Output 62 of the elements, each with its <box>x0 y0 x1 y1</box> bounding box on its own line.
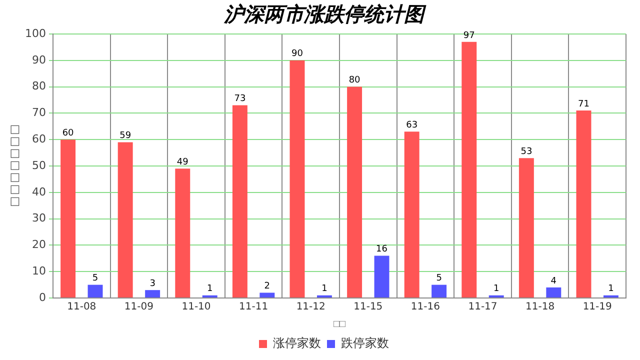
data-label: 80 <box>348 76 361 86</box>
legend-label: 跌停家数 <box>341 336 389 350</box>
bar <box>432 284 447 298</box>
y-tick-label: 70 <box>32 106 46 120</box>
y-tick-label: 90 <box>32 53 46 66</box>
data-label: 5 <box>92 274 98 284</box>
data-label: 1 <box>493 284 500 294</box>
bar <box>175 168 190 298</box>
y-tick-label: 40 <box>32 185 46 198</box>
y-tick-label: 60 <box>32 132 46 146</box>
x-tick-label: 11-11 <box>239 302 268 313</box>
chart-title: 沪深两市涨跌停统计图 <box>223 2 427 26</box>
x-tick-label: 11-12 <box>296 302 326 313</box>
data-label: 4 <box>550 276 557 286</box>
legend-label: 涨停家数 <box>273 336 321 350</box>
x-axis-title: □□ <box>333 318 346 330</box>
data-label: 1 <box>206 284 213 294</box>
x-tick-label: 11-18 <box>526 302 555 313</box>
y-tick-label: 50 <box>32 158 46 172</box>
data-label: 53 <box>520 146 532 157</box>
y-axis-title: □□□□□□□ <box>10 122 20 208</box>
bar <box>404 132 420 298</box>
y-tick-label: 80 <box>32 80 46 93</box>
bar <box>145 290 160 298</box>
y-tick-label: 30 <box>32 212 46 225</box>
bar <box>290 60 305 298</box>
bar <box>60 140 76 298</box>
data-label: 97 <box>463 30 475 41</box>
x-tick-label: 11-10 <box>182 302 211 313</box>
x-tick-label: 11-09 <box>124 302 154 313</box>
data-label: 73 <box>234 94 246 104</box>
data-label: 1 <box>608 284 614 294</box>
data-label: 49 <box>176 157 189 168</box>
x-tick-label: 11-17 <box>468 302 498 313</box>
bar <box>462 42 477 298</box>
bar <box>118 142 133 298</box>
bar <box>576 110 592 298</box>
y-tick-label: 20 <box>32 238 46 252</box>
data-label: 71 <box>578 99 590 110</box>
bar <box>232 105 248 298</box>
data-label: 63 <box>406 120 418 131</box>
bar <box>347 86 362 298</box>
data-label: 3 <box>150 278 156 289</box>
data-label: 5 <box>436 274 442 284</box>
bar <box>260 292 275 298</box>
y-tick-label: 0 <box>38 290 46 304</box>
x-tick-label: 11-15 <box>354 302 383 313</box>
data-label: 59 <box>120 131 132 142</box>
bar <box>518 158 534 298</box>
bar <box>546 287 562 298</box>
data-label: 2 <box>264 282 270 292</box>
bar <box>374 256 390 298</box>
y-tick-label: 10 <box>32 264 46 278</box>
y-tick-label: 100 <box>24 26 46 40</box>
bar <box>88 284 103 298</box>
x-tick-label: 11-08 <box>67 302 96 313</box>
data-label: 1 <box>322 284 328 294</box>
data-label: 16 <box>376 244 388 255</box>
data-label: 90 <box>292 49 304 60</box>
x-tick-label: 11-19 <box>582 302 612 313</box>
x-tick-label: 11-16 <box>410 302 440 313</box>
data-label: 60 <box>62 128 74 138</box>
